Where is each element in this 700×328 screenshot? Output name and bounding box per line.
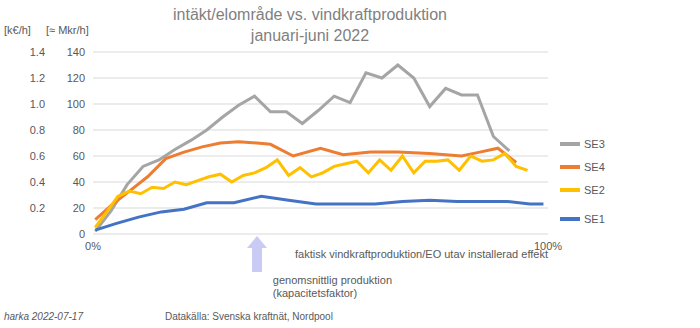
- svg-text:0: 0: [79, 228, 85, 240]
- svg-text:0.8: 0.8: [30, 124, 45, 136]
- svg-text:140: 140: [67, 46, 85, 58]
- html-text:SE1: SE1: [584, 212, 605, 225]
- svg-text:20: 20: [73, 202, 85, 214]
- html-text:genomsnittlig produktion: genomsnittlig produktion: [272, 274, 392, 286]
- svg-text:80: 80: [73, 124, 85, 136]
- svg-text:0.6: 0.6: [30, 150, 45, 162]
- html-text:[≈ Mkr/h]: [≈ Mkr/h]: [46, 24, 89, 36]
- svg-text:100%: 100%: [533, 239, 563, 252]
- svg-text:1.2: 1.2: [30, 72, 45, 84]
- html-text:SE2: SE2: [584, 183, 605, 196]
- svg-text:100: 100: [67, 98, 85, 110]
- svg-text:0%: 0%: [85, 240, 101, 252]
- svg-text:1.4: 1.4: [30, 46, 45, 58]
- html-text:intäkt/elområde vs. vindkraftp: intäkt/elområde vs. vindkraftproduktion: [173, 6, 447, 23]
- html-text:Datakälla: Svenska kraftnät, N: Datakälla: Svenska kraftnät, Nordpool: [165, 311, 333, 322]
- svg-text:1.0: 1.0: [30, 98, 45, 110]
- svg-text:0.4: 0.4: [30, 176, 45, 188]
- html-text:januari-juni 2022: januari-juni 2022: [250, 27, 370, 44]
- svg-text:60: 60: [73, 150, 85, 162]
- html-text:(kapacitetsfaktor): (kapacitetsfaktor): [272, 287, 358, 299]
- svg-text:0.2: 0.2: [30, 202, 45, 214]
- svg-text:40: 40: [73, 176, 85, 188]
- html-text:harka 2022-07-17: harka 2022-07-17: [4, 311, 83, 322]
- html-text:faktisk vindkraftproduktion/EO: faktisk vindkraftproduktion/EO utav inst…: [295, 248, 548, 260]
- svg-text:120: 120: [67, 72, 85, 84]
- html-text:SE3: SE3: [584, 137, 605, 150]
- html-text:SE4: SE4: [584, 160, 605, 173]
- html-text:[k€/h]: [k€/h]: [4, 24, 31, 36]
